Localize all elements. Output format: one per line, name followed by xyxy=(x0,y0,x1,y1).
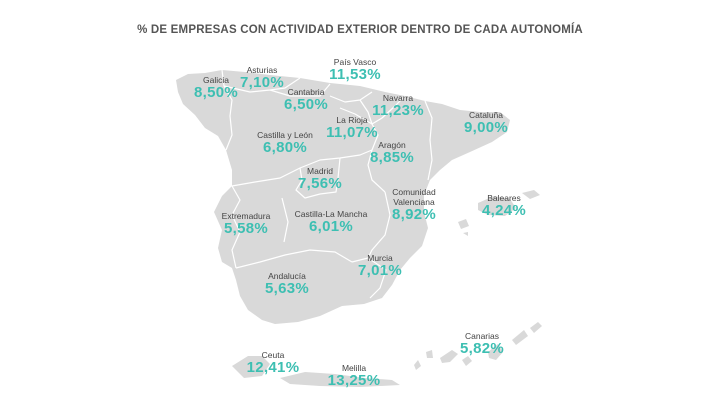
region-castilla-la-mancha: Castilla-La Mancha 6,01% xyxy=(295,209,368,235)
region-canarias: Canarias 5,82% xyxy=(460,331,504,357)
region-asturias: Asturias 7,10% xyxy=(240,65,284,91)
region-andalucia: Andalucía 5,63% xyxy=(265,271,309,297)
canarias-island-7 xyxy=(530,322,542,333)
melilla-shape xyxy=(280,372,400,387)
region-value: 8,50% xyxy=(193,84,239,101)
region-value: 8,85% xyxy=(369,149,415,166)
ibiza-shape xyxy=(458,219,469,229)
region-cataluna: Cataluña 9,00% xyxy=(464,110,508,136)
peninsula-shape xyxy=(176,70,510,324)
region-extremadura: Extremadura 5,58% xyxy=(222,211,271,237)
border-cyl-south xyxy=(231,149,373,187)
canarias-island-3 xyxy=(440,350,458,363)
region-value: 13,25% xyxy=(327,372,381,389)
canarias-island-4 xyxy=(462,356,472,366)
region-value: 5,82% xyxy=(459,340,505,357)
region-aragon: Aragón 8,85% xyxy=(370,140,414,166)
region-melilla: Melilla 13,25% xyxy=(328,363,381,389)
region-name: Canarias xyxy=(464,331,500,341)
border-extremadura xyxy=(231,185,241,269)
ceuta-shape xyxy=(232,356,270,378)
region-name: Castilla-La Mancha xyxy=(294,209,368,219)
border-navarra xyxy=(359,95,406,125)
region-value: 4,24% xyxy=(481,202,527,219)
region-name: País Vasco xyxy=(333,57,377,67)
region-castilla-leon: Castilla y León 6,80% xyxy=(257,130,313,156)
region-name: Castilla y León xyxy=(257,130,313,140)
region-name: Galicia xyxy=(203,75,229,85)
region-name: Asturias xyxy=(246,65,278,75)
region-madrid: Madrid 7,56% xyxy=(298,166,342,192)
region-value: 6,50% xyxy=(283,96,329,113)
region-value: 11,53% xyxy=(329,66,381,83)
canarias-island-2 xyxy=(426,350,433,358)
border-aragon-west xyxy=(367,123,386,193)
region-name: Baleares xyxy=(487,193,521,203)
region-value: 6,80% xyxy=(262,139,308,156)
region-value: 7,01% xyxy=(357,262,403,279)
canarias-island-6 xyxy=(512,330,528,345)
map-title: % DE EMPRESAS CON ACTIVIDAD EXTERIOR DEN… xyxy=(137,24,583,36)
region-galicia: Galicia 8,50% xyxy=(194,75,238,101)
border-pais-vasco xyxy=(329,91,373,103)
region-name: Aragón xyxy=(378,140,406,150)
region-value: 7,10% xyxy=(239,74,285,91)
border-valenciana xyxy=(367,191,391,259)
region-name: Cataluña xyxy=(468,110,504,120)
region-ceuta: Ceuta 12,41% xyxy=(247,350,300,376)
canarias-island-5 xyxy=(488,344,503,360)
region-value: 11,07% xyxy=(326,124,378,141)
region-name: Madrid xyxy=(307,166,333,176)
region-murcia: Murcia 7,01% xyxy=(358,253,402,279)
region-value: 5,58% xyxy=(223,220,269,237)
region-name: Murcia xyxy=(367,253,393,263)
region-value: 6,01% xyxy=(308,218,354,235)
region-name: Ceuta xyxy=(261,350,285,360)
border-clm-west xyxy=(281,197,289,243)
region-value: 12,41% xyxy=(246,359,300,376)
region-name: La Rioja xyxy=(336,115,368,125)
region-cantabria: Cantabria 6,50% xyxy=(284,87,328,113)
region-value: 9,00% xyxy=(463,119,509,136)
region-name: Comunidad Valenciana xyxy=(392,187,436,207)
region-value: 5,63% xyxy=(264,280,310,297)
mallorca-shape xyxy=(478,196,516,216)
menorca-shape xyxy=(522,190,540,199)
formentera-shape xyxy=(463,232,468,236)
region-pais-vasco: País Vasco 11,53% xyxy=(329,57,381,83)
border-clm-south xyxy=(235,249,353,269)
border-madrid xyxy=(295,157,341,199)
region-name: Extremadura xyxy=(221,211,271,221)
region-comunidad-valenciana: Comunidad Valenciana 8,92% xyxy=(392,187,436,223)
region-la-rioja: La Rioja 11,07% xyxy=(326,115,378,141)
region-value: 7,56% xyxy=(297,175,343,192)
region-value: 8,92% xyxy=(391,206,437,223)
border-la-rioja xyxy=(339,107,373,125)
region-name: Cantabria xyxy=(287,87,325,97)
border-cantabria xyxy=(269,83,331,97)
border-murcia xyxy=(351,257,387,299)
border-galicia xyxy=(221,69,233,151)
region-value: 11,23% xyxy=(372,102,424,119)
canarias-island-1 xyxy=(414,360,421,370)
region-name: Andalucía xyxy=(268,271,306,281)
region-name: Navarra xyxy=(382,93,414,103)
region-navarra: Navarra 11,23% xyxy=(372,93,424,119)
region-name: Melilla xyxy=(341,363,367,373)
region-baleares: Baleares 4,24% xyxy=(482,193,526,219)
border-aragon-cataluna xyxy=(424,100,433,181)
